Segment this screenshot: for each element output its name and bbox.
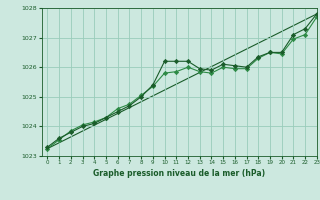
X-axis label: Graphe pression niveau de la mer (hPa): Graphe pression niveau de la mer (hPa) [93, 169, 265, 178]
